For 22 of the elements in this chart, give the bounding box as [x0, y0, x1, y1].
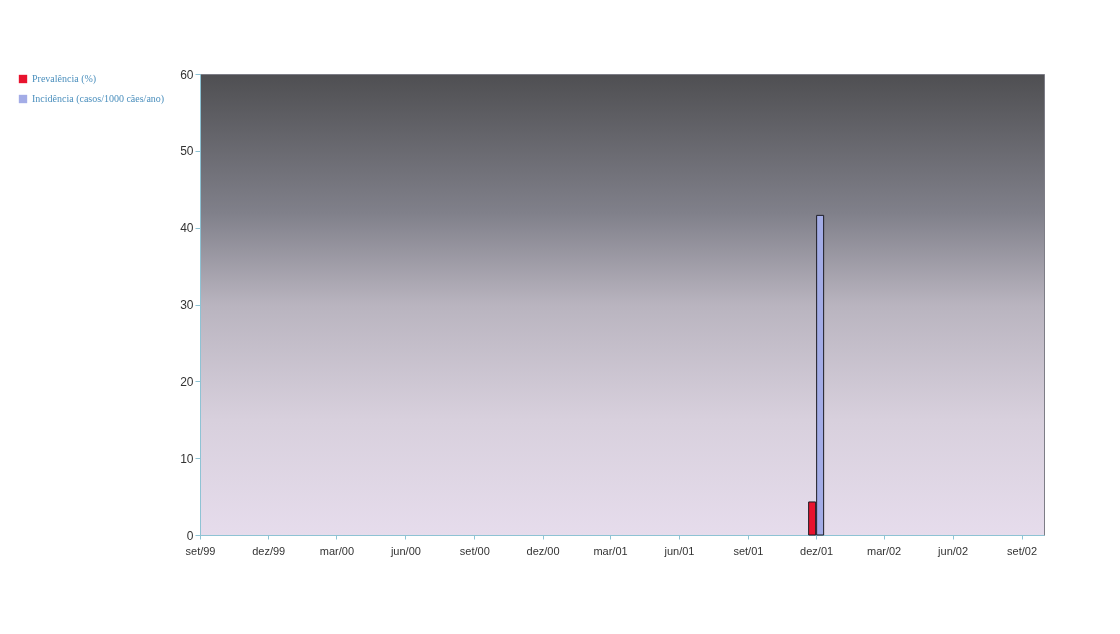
x-tick-label: mar/00 — [319, 544, 355, 557]
y-tick-label: 40 — [180, 221, 194, 236]
y-tick-label: 10 — [180, 451, 194, 466]
x-tick-label: jun/02 — [937, 544, 969, 557]
y-tick-label: 60 — [180, 67, 194, 82]
x-tick-label: set/02 — [1007, 544, 1037, 557]
y-tick-label: 0 — [186, 528, 194, 543]
x-tick-label: mar/02 — [866, 544, 902, 557]
x-tick-label: set/99 — [185, 544, 216, 557]
x-tick-label: mar/01 — [593, 544, 628, 557]
y-tick-label: 20 — [180, 374, 194, 389]
x-tick-label: dez/00 — [526, 544, 560, 557]
legend-label: Incidência (casos/1000 cães/ano) — [32, 93, 165, 105]
y-tick-label: 50 — [180, 144, 194, 159]
x-tick-label: set/01 — [733, 544, 764, 557]
y-tick-label: 30 — [180, 298, 194, 312]
x-tick-label: set/00 — [459, 544, 490, 557]
x-tick-label: dez/01 — [800, 544, 834, 557]
legend-label: Prevalência (%) — [32, 73, 97, 85]
x-tick-label: jun/00 — [389, 544, 421, 557]
x-tick-label: jun/01 — [663, 544, 695, 557]
x-tick-label: dez/99 — [252, 544, 286, 557]
